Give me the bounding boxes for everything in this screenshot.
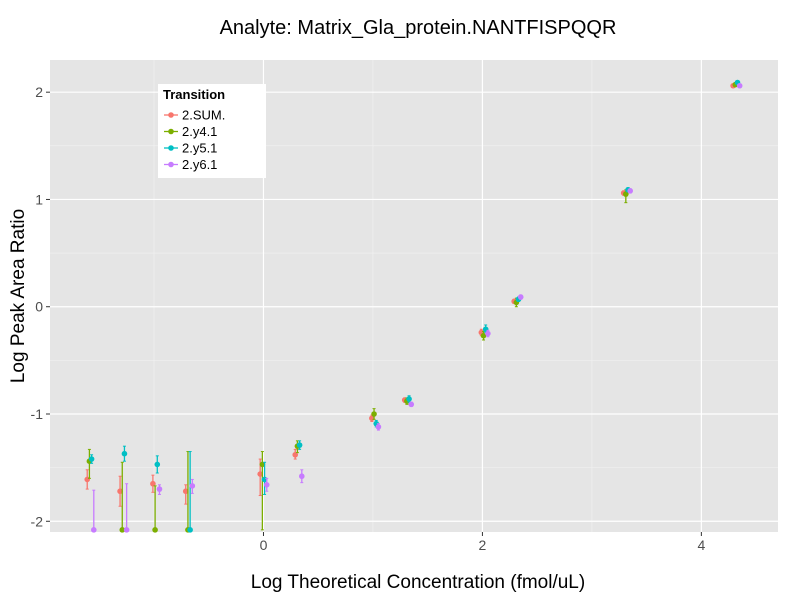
data-point [121, 450, 128, 457]
legend-title: Transition [163, 87, 225, 102]
legend-key-point [168, 112, 174, 118]
data-point [119, 527, 126, 533]
x-tick-label: 4 [697, 537, 705, 553]
series-2.y6.1 [90, 82, 743, 533]
x-axis-label: Log Theoretical Concentration (fmol/uL) [251, 572, 585, 593]
legend: Transition 2.SUM.2.y4.1 2.y5.12.y6.1 [158, 84, 266, 178]
legend-label: 2.y4.1 [182, 124, 217, 139]
chart-title: Analyte: Matrix_Gla_protein.NANTFISPQQR [220, 17, 617, 39]
series-2.SUM. [84, 82, 736, 507]
data-point [371, 411, 377, 417]
data-point [292, 451, 299, 458]
data-point [150, 480, 156, 487]
data-layer [84, 79, 743, 533]
legend-item: 2.SUM. [164, 108, 225, 123]
legend-item: 2.y4.1 [164, 124, 217, 139]
legend-item: 2.y5.1 [164, 141, 217, 156]
data-point [408, 401, 415, 408]
data-point [187, 527, 193, 533]
x-tick-label: 2 [479, 537, 487, 553]
legend-key-point [168, 128, 174, 135]
legend-key-point [168, 145, 174, 151]
data-point [152, 527, 158, 533]
axis-ticks: 0 2 4 -2 -1 0 1 2 [31, 84, 706, 553]
data-point [117, 488, 123, 495]
y-tick-label: 1 [35, 191, 43, 207]
data-point [90, 527, 97, 533]
y-axis-label: Log Peak Area Ratio [8, 209, 29, 383]
data-point [517, 294, 524, 300]
data-point [259, 461, 266, 468]
y-tick-label: -1 [31, 406, 44, 422]
legend-label: 2.y6.1 [182, 157, 217, 172]
data-point [88, 456, 95, 462]
data-point [406, 396, 412, 402]
series-2.y4.1 [86, 81, 739, 533]
data-point [623, 191, 629, 197]
data-point [189, 483, 196, 489]
data-point [263, 482, 270, 488]
data-point [736, 82, 743, 89]
legend-key-point [168, 161, 174, 168]
data-point [298, 473, 305, 480]
data-point [257, 471, 263, 477]
data-point [296, 442, 303, 448]
legend-label: 2.SUM. [182, 108, 225, 123]
y-tick-label: 2 [35, 84, 43, 100]
legend-label: 2.y5.1 [182, 141, 217, 156]
data-point [485, 330, 491, 337]
data-point [480, 332, 487, 339]
data-point [182, 488, 189, 495]
data-point [156, 486, 163, 492]
data-point [375, 424, 382, 430]
data-point [154, 461, 161, 468]
y-tick-label: -2 [31, 513, 44, 529]
legend-item: 2.y6.1 [164, 157, 217, 172]
y-tick-label: 0 [35, 299, 43, 315]
data-point [123, 527, 130, 533]
x-tick-label: 0 [260, 537, 268, 553]
data-point [627, 188, 634, 194]
